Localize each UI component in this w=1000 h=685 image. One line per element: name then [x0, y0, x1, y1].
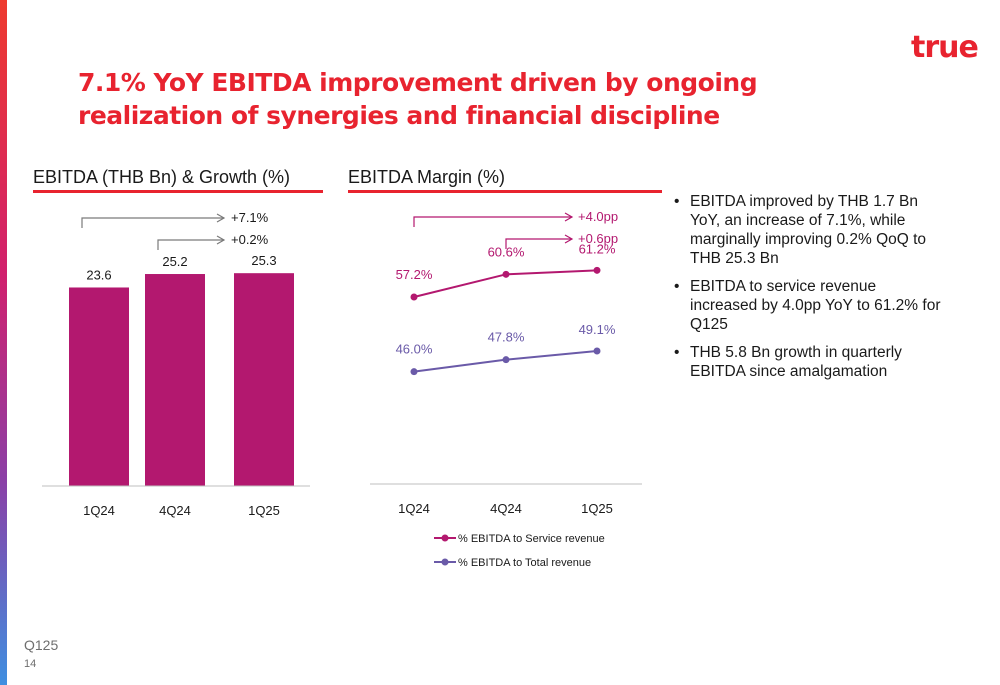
bar-growth-arrowhead-2: [216, 235, 226, 245]
true-logo: true: [911, 30, 979, 65]
legend-swatch-dot-ebitda-to-total-revenue: [441, 558, 449, 566]
margin-heading-underline: [348, 190, 662, 193]
data-label-ebitda-to-total-revenue-1q24: 46.0%: [396, 342, 433, 357]
line-x-tick-4q24: 4Q24: [490, 501, 522, 516]
line-x-tick-1q25: 1Q25: [581, 501, 613, 516]
side-accent-bar: [0, 0, 7, 685]
legend-label-ebitda-to-total-revenue: % EBITDA to Total revenue: [458, 557, 591, 569]
point-ebitda-to-service-revenue-1q25: [593, 266, 601, 274]
bar-value-label-1q25: 25.3: [251, 253, 276, 268]
bullet-amalgamation-growth: THB 5.8 Bn growth in quarterly EBITDA si…: [672, 343, 947, 381]
point-ebitda-to-service-revenue-1q24: [410, 293, 418, 301]
point-ebitda-to-total-revenue-4q24: [502, 356, 510, 364]
ebitda-section-heading: EBITDA (THB Bn) & Growth (%): [33, 167, 291, 187]
legend-label-ebitda-to-service-revenue: % EBITDA to Service revenue: [458, 533, 605, 545]
bar-1q25: [234, 273, 294, 486]
point-ebitda-to-total-revenue-1q24: [410, 368, 418, 376]
data-label-ebitda-to-service-revenue-4q24: 60.6%: [488, 244, 525, 259]
bar-growth-arrowhead-1: [216, 213, 226, 223]
bar-growth-label-1: +7.1%: [231, 210, 269, 225]
point-ebitda-to-service-revenue-4q24: [502, 270, 510, 278]
margin-section-heading: EBITDA Margin (%): [348, 167, 506, 187]
page-title: 7.1% YoY EBITDA improvement driven by on…: [78, 68, 758, 130]
margin-growth-arrowhead-2: [564, 234, 574, 244]
bar-value-label-4q24: 25.2: [162, 254, 187, 269]
bullet-ebitda-growth: EBITDA improved by THB 1.7 Bn YoY, an in…: [672, 192, 947, 268]
bar-value-label-1q24: 23.6: [86, 267, 111, 282]
point-ebitda-to-total-revenue-1q25: [593, 347, 601, 355]
bar-4q24: [145, 274, 205, 486]
bullet-service-margin: EBITDA to service revenue increased by 4…: [672, 277, 947, 334]
key-points-list: EBITDA improved by THB 1.7 Bn YoY, an in…: [672, 192, 947, 390]
legend-swatch-dot-ebitda-to-service-revenue: [441, 534, 449, 542]
bar-x-tick-1q25: 1Q25: [248, 503, 280, 518]
margin-growth-label-1: +4.0pp: [578, 209, 618, 224]
data-label-ebitda-to-service-revenue-1q25: 61.2%: [579, 241, 616, 256]
bar-growth-bracket-2: [157, 239, 224, 250]
margin-growth-bracket-1: [413, 216, 572, 227]
data-label-ebitda-to-total-revenue-4q24: 47.8%: [488, 330, 525, 345]
bar-x-tick-1q24: 1Q24: [83, 503, 115, 518]
bar-1q24: [69, 287, 129, 486]
bar-x-tick-4q24: 4Q24: [159, 503, 191, 518]
margin-growth-label-2: +0.6pp: [578, 231, 618, 246]
page-number: 14: [24, 658, 37, 670]
ebitda-heading-underline: [33, 190, 323, 193]
data-label-ebitda-to-total-revenue-1q25: 49.1%: [579, 322, 616, 337]
data-label-ebitda-to-service-revenue-1q24: 57.2%: [396, 267, 433, 282]
line-x-tick-1q24: 1Q24: [398, 501, 430, 516]
footer-quarter: Q125: [24, 637, 59, 653]
bar-growth-bracket-1: [81, 217, 224, 228]
margin-growth-bracket-2: [505, 238, 572, 249]
bar-growth-label-2: +0.2%: [231, 232, 269, 247]
margin-growth-arrowhead-1: [564, 212, 574, 222]
